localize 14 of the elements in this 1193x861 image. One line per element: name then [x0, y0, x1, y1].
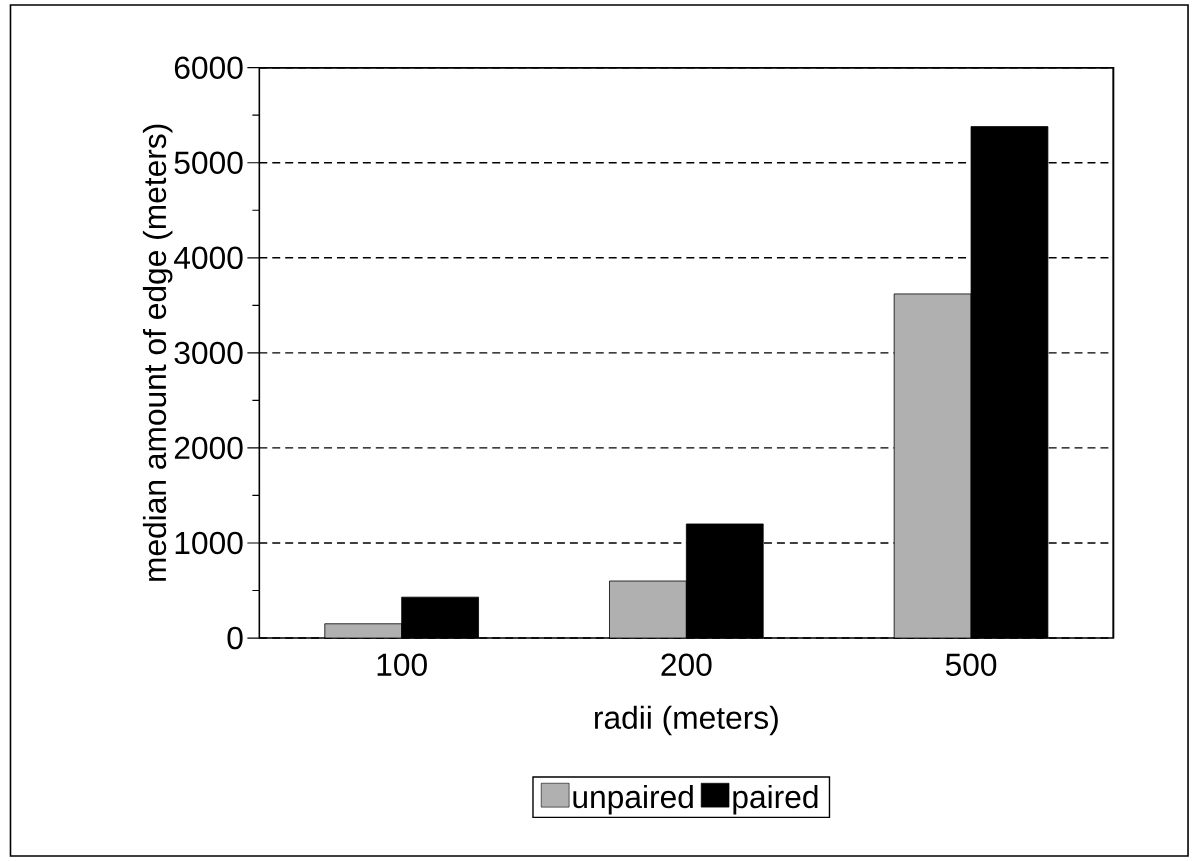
y-tick-label: 1000 — [175, 531, 243, 555]
y-tick-label: 4000 — [174, 246, 243, 270]
legend-label: paired — [733, 784, 818, 815]
y-tick-label: 2000 — [174, 436, 243, 460]
y-tick-label: 6000 — [174, 56, 243, 79]
y-tick-label: 5000 — [174, 151, 243, 174]
x-tick-label: 200 — [661, 653, 712, 676]
y-tick-label: 3000 — [174, 341, 243, 365]
x-tick-label: 100 — [377, 653, 427, 676]
x-axis-title: radii (meters) — [595, 705, 778, 736]
y-axis-title: median amount of edge (meters) — [142, 124, 173, 581]
x-tick-label: 500 — [945, 653, 997, 676]
legend-label: unpaired — [573, 784, 693, 815]
y-tick-label: 0 — [227, 626, 243, 650]
